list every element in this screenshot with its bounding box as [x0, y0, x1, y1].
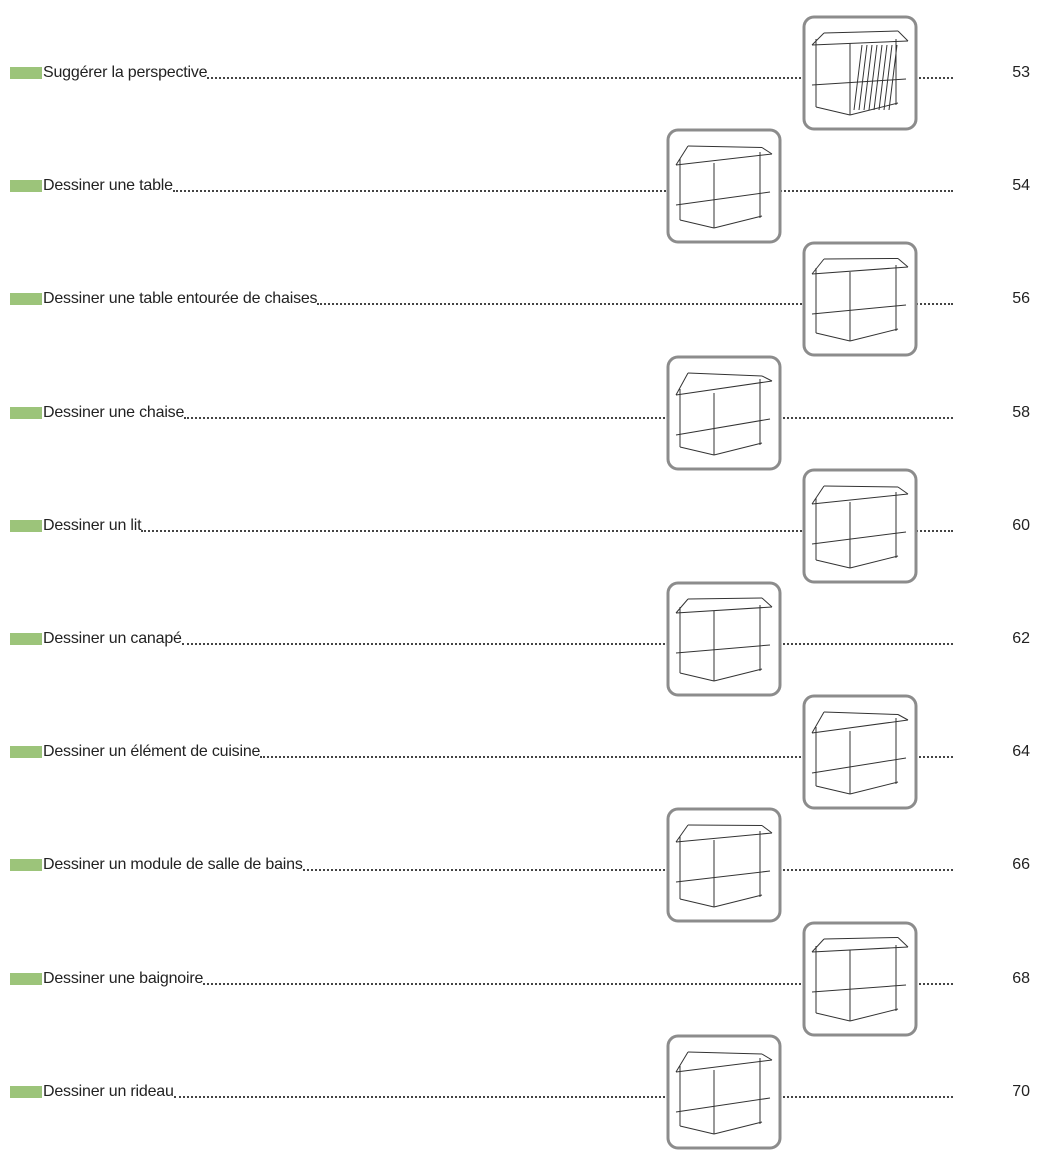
toc-entry: Dessiner une table entourée de chaises 56 [10, 287, 1030, 311]
entry-title: Dessiner un rideau [43, 1082, 174, 1100]
bullet [10, 293, 42, 306]
bullet [10, 406, 42, 419]
entry-title: Suggérer la perspective [43, 64, 208, 81]
toc-entry: Dessiner un module de salle de bains 66 [10, 853, 1030, 877]
page-number: 56 [1012, 290, 1030, 308]
entry-title: Dessiner une baignoire [43, 969, 204, 987]
sketch-thumbnail [666, 581, 782, 697]
toc-entry: Dessiner une table 54 [10, 174, 1030, 198]
page-number: 60 [1012, 516, 1030, 534]
sketch-thumbnail [802, 241, 918, 357]
sketch-thumbnail [666, 128, 782, 244]
page-number: 64 [1012, 743, 1030, 761]
bullet [10, 859, 42, 872]
page-number: 68 [1012, 969, 1030, 987]
dot-leader [302, 869, 953, 872]
toc-entry: Dessiner une baignoire 68 [10, 967, 1030, 991]
dot-leader [173, 1095, 953, 1098]
bullet [10, 67, 42, 79]
toc-entry: Dessiner un canapé 62 [10, 627, 1030, 651]
bullet [10, 972, 42, 985]
dot-leader [181, 643, 953, 645]
toc-entry: Dessiner un rideau 70 [10, 1080, 1030, 1104]
dot-leader [172, 190, 953, 193]
toc-entry: Dessiner un élément de cuisine 64 [10, 740, 1030, 764]
sketch-thumbnail [802, 694, 918, 810]
entry-title: Dessiner une table [43, 177, 173, 195]
toc-entry: Dessiner une chaise 58 [10, 401, 1030, 425]
toc-entry: Suggérer la perspective 53 [10, 61, 1030, 85]
entry-title: Dessiner un canapé [43, 630, 182, 647]
dot-leader [260, 756, 953, 759]
sketch-thumbnail [666, 807, 782, 923]
bullet [10, 633, 42, 645]
dot-leader [317, 303, 953, 306]
sketch-thumbnail [666, 355, 782, 471]
sketch-thumbnail [802, 921, 918, 1037]
page-number: 66 [1012, 856, 1030, 874]
bullet [10, 519, 42, 532]
sketch-thumbnail [802, 468, 918, 584]
page-number: 53 [1012, 64, 1030, 81]
bullet [10, 1085, 42, 1098]
entry-title: Dessiner un module de salle de bains [43, 856, 303, 874]
bullet [10, 180, 42, 193]
entry-title: Dessiner une chaise [43, 403, 185, 421]
entry-title: Dessiner un élément de cuisine [43, 743, 261, 761]
page-number: 62 [1012, 630, 1030, 647]
dot-leader [207, 77, 953, 79]
bullet [10, 746, 42, 759]
entry-title: Dessiner un lit [43, 516, 142, 534]
sketch-thumbnail [802, 15, 918, 131]
entry-title: Dessiner une table entourée de chaises [43, 290, 318, 308]
page-number: 54 [1012, 177, 1030, 195]
dot-leader [141, 529, 953, 532]
dot-leader [184, 416, 953, 419]
sketch-thumbnail [666, 1034, 782, 1150]
toc-entry: Dessiner un lit 60 [10, 514, 1030, 538]
page-number: 58 [1012, 403, 1030, 421]
dot-leader [203, 982, 953, 985]
page-number: 70 [1012, 1082, 1030, 1100]
